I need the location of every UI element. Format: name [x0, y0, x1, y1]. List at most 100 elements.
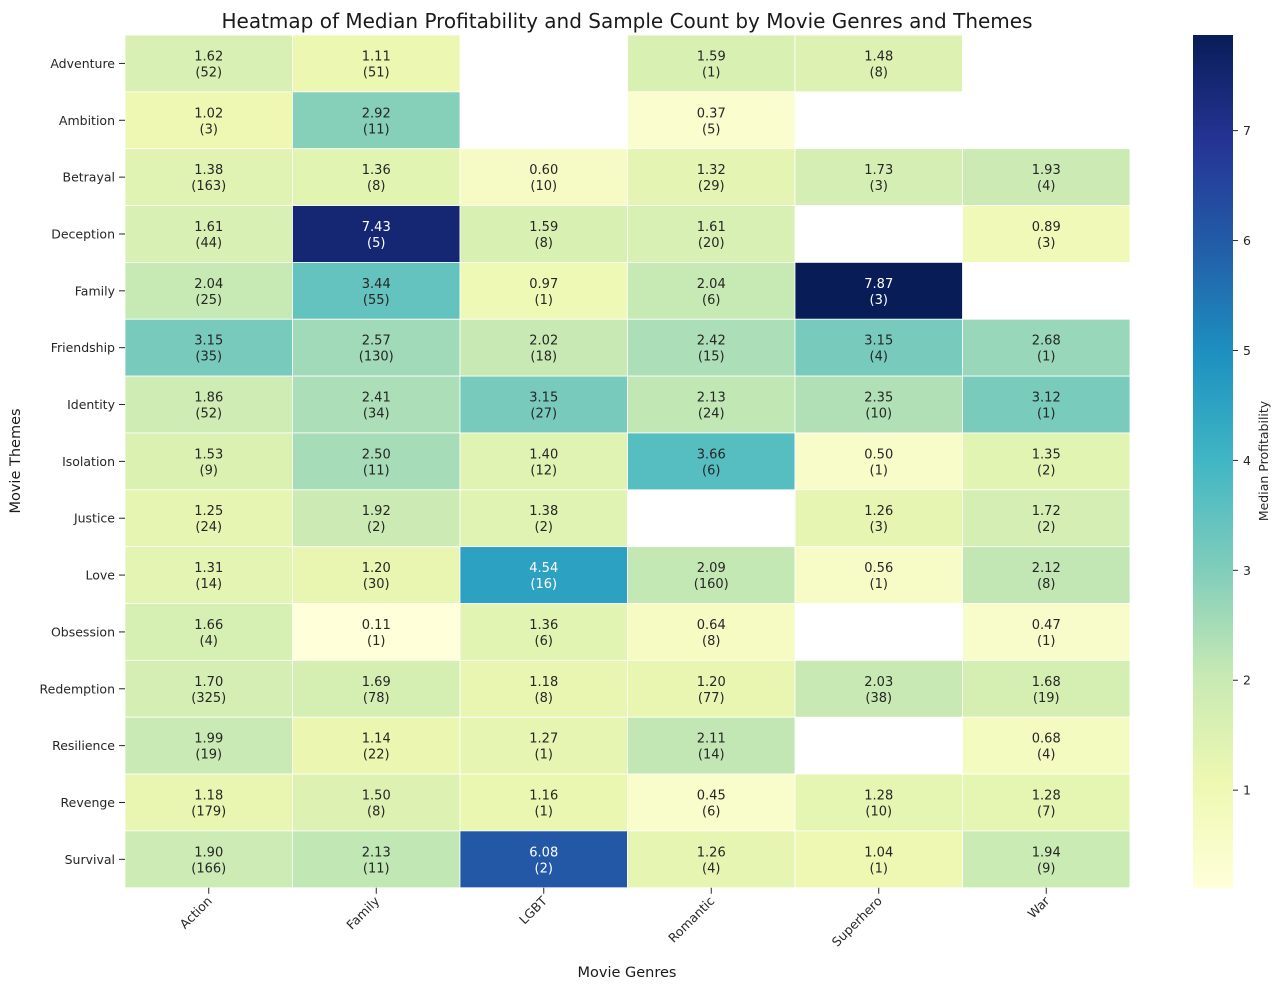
- cell-value-label: 0.50: [864, 447, 893, 462]
- heatmap-cell: [627, 773, 796, 832]
- heatmap-cell: [794, 830, 963, 889]
- cell-value-label: 1.62: [194, 49, 223, 64]
- y-tick-label: Isolation: [62, 454, 115, 469]
- cell-count-label: (11): [363, 463, 390, 478]
- y-tick-label: Family: [75, 283, 116, 298]
- heatmap-cell: [459, 716, 628, 775]
- cell-value-label: 2.57: [362, 334, 391, 349]
- cell-value-label: 0.89: [1032, 220, 1061, 235]
- cell-value-label: 1.36: [362, 163, 391, 178]
- cell-value-label: 2.03: [864, 675, 893, 690]
- cell-value-label: 3.66: [697, 447, 726, 462]
- heatmap-cell: [627, 659, 796, 718]
- cell-count-label: (10): [865, 804, 892, 819]
- cell-value-label: 2.11: [697, 732, 726, 747]
- cell-count-label: (18): [530, 350, 557, 365]
- colorbar-tick-label: 7: [1243, 123, 1251, 138]
- colorbar-tick-label: 5: [1243, 343, 1251, 358]
- cell-count-label: (11): [363, 122, 390, 137]
- cell-value-label: 2.35: [864, 391, 893, 406]
- cell-count-label: (15): [698, 350, 725, 365]
- heatmap-cell: [292, 261, 461, 320]
- colorbar-label: Median Profitability: [1256, 400, 1271, 521]
- heatmap-cell: [962, 205, 1131, 263]
- cell-count-label: (1): [535, 748, 553, 763]
- heatmap-cell: [292, 546, 461, 604]
- cell-value-label: 2.13: [697, 391, 726, 406]
- y-tick-label: Survival: [65, 852, 115, 867]
- cell-count-label: (9): [1037, 861, 1055, 876]
- cell-value-label: 3.44: [362, 277, 391, 292]
- cell-value-label: 1.25: [194, 504, 223, 519]
- heatmap-cell: [459, 830, 628, 889]
- cell-value-label: 1.38: [194, 163, 223, 178]
- x-tick-label: Romantic: [665, 893, 717, 945]
- cell-count-label: (8): [535, 691, 553, 706]
- heatmap-cell: [459, 148, 628, 206]
- cell-count-label: (5): [367, 236, 385, 251]
- cell-value-label: 2.42: [697, 334, 726, 349]
- cell-value-label: 1.20: [697, 675, 726, 690]
- cell-count-label: (4): [200, 634, 218, 649]
- cell-count-label: (160): [694, 577, 729, 592]
- cell-value-label: 3.12: [1032, 391, 1061, 406]
- heatmap-cell: [627, 716, 796, 775]
- cell-count-label: (30): [363, 577, 390, 592]
- cell-count-label: (6): [702, 804, 720, 819]
- cell-value-label: 3.15: [529, 391, 558, 406]
- cell-value-label: 1.14: [362, 732, 391, 747]
- cell-value-label: 2.04: [697, 277, 726, 292]
- heatmap-cell: [794, 261, 963, 320]
- cell-value-label: 1.11: [362, 49, 391, 64]
- y-tick-labels: Adventure Ambition Betrayal Deception Family…: [40, 56, 125, 867]
- y-tick-label: Betrayal: [63, 170, 116, 185]
- heatmap-cell: [794, 34, 963, 93]
- cell-value-label: 1.93: [1032, 163, 1061, 178]
- x-tick-label: War: [1025, 893, 1053, 921]
- heatmap-cell: [627, 261, 796, 320]
- heatmap-cell: [962, 375, 1131, 434]
- colorbar-tick-label: 3: [1243, 563, 1251, 578]
- heatmap-cells: 1.62(52)1.11(51)1.59(1)1.48(8)1.02(3)2.9…: [124, 34, 1131, 889]
- cell-value-label: 1.61: [194, 220, 223, 235]
- colorbar-ticks: 1 2 3 4 5 6 7: [1233, 123, 1251, 798]
- cell-count-label: (27): [530, 407, 557, 422]
- cell-count-label: (6): [702, 463, 720, 478]
- cell-value-label: 0.37: [697, 106, 726, 121]
- cell-value-label: 1.28: [864, 788, 893, 803]
- cell-count-label: (3): [200, 122, 218, 137]
- cell-count-label: (6): [535, 634, 553, 649]
- cell-count-label: (1): [535, 293, 553, 308]
- cell-count-label: (78): [363, 691, 390, 706]
- cell-count-label: (77): [698, 691, 725, 706]
- x-tick-label: LGBT: [516, 893, 550, 927]
- heatmap-cell: [962, 830, 1131, 889]
- cell-value-label: 1.86: [194, 391, 223, 406]
- heatmap-cell: [292, 375, 461, 434]
- heatmap-cell: [962, 716, 1131, 775]
- cell-count-label: (163): [191, 179, 226, 194]
- colorbar-tick-label: 2: [1243, 673, 1251, 688]
- cell-value-label: 0.56: [864, 561, 893, 576]
- cell-value-label: 1.27: [529, 732, 558, 747]
- cell-value-label: 1.32: [697, 163, 726, 178]
- y-tick-label: Redemption: [40, 681, 116, 696]
- cell-value-label: 0.60: [529, 163, 558, 178]
- cell-count-label: (55): [363, 293, 390, 308]
- heatmap-cell: [627, 318, 796, 377]
- cell-value-label: 2.68: [1032, 334, 1061, 349]
- heatmap-cell: [292, 34, 461, 93]
- cell-count-label: (52): [195, 407, 222, 422]
- cell-value-label: 0.11: [362, 618, 391, 633]
- colorbar-tick-label: 6: [1243, 233, 1251, 248]
- cell-count-label: (20): [698, 236, 725, 251]
- heatmap-cell: [794, 659, 963, 718]
- heatmap-cell: [627, 432, 796, 491]
- heatmap-cell: [124, 830, 293, 889]
- x-tick-label: Superhero: [829, 893, 885, 949]
- heatmap-cell: [124, 546, 293, 604]
- heatmap-cell: [794, 432, 963, 491]
- cell-count-label: (10): [530, 179, 557, 194]
- cell-count-label: (4): [1037, 179, 1055, 194]
- cell-value-label: 1.18: [194, 788, 223, 803]
